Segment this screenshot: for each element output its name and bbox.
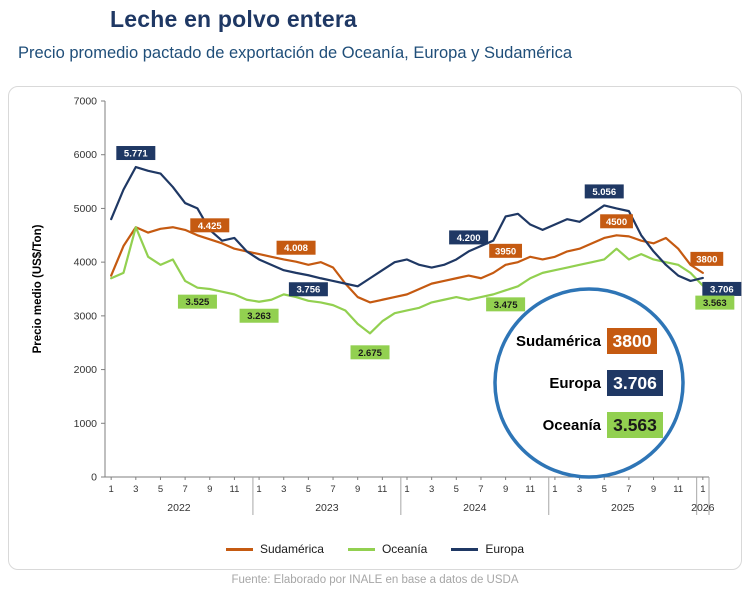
callout-value-box-europa bbox=[607, 370, 663, 396]
data-label-text-oceania: 3.263 bbox=[247, 311, 271, 322]
y-tick-label: 6000 bbox=[74, 149, 98, 161]
data-label-text-oceania: 3.475 bbox=[494, 300, 518, 311]
data-label-text-sudamerica: 3800 bbox=[696, 254, 717, 265]
year-label: 2025 bbox=[611, 502, 635, 514]
data-label-text-sudamerica: 4500 bbox=[606, 217, 627, 228]
callout-value-sudamerica: 3800 bbox=[613, 331, 652, 351]
legend-swatch-sudamerica bbox=[225, 547, 253, 551]
legend-label-oceania: Oceanía bbox=[381, 542, 428, 556]
month-label: 11 bbox=[525, 484, 535, 495]
data-label-box-oceania bbox=[177, 294, 217, 309]
month-label: 3 bbox=[281, 484, 286, 495]
data-label-box-europa bbox=[702, 281, 742, 296]
data-label-text-oceania: 3.563 bbox=[703, 298, 727, 309]
callout-label-europa: Europa bbox=[549, 375, 601, 392]
data-label-text-europa: 3.756 bbox=[296, 285, 320, 296]
month-label: 5 bbox=[602, 484, 607, 495]
legend-swatch-oceania bbox=[347, 547, 375, 551]
month-label: 5 bbox=[454, 484, 459, 495]
year-label: 2023 bbox=[315, 502, 339, 514]
month-label: 7 bbox=[478, 484, 483, 495]
month-label: 9 bbox=[651, 484, 656, 495]
month-label: 9 bbox=[207, 484, 212, 495]
month-label: 1 bbox=[700, 484, 705, 495]
data-label-box-sudamerica bbox=[276, 240, 316, 255]
data-label-box-europa bbox=[584, 184, 624, 199]
callout-label-oceania: Oceanía bbox=[543, 417, 602, 434]
data-label-box-oceania bbox=[695, 295, 735, 310]
data-label-box-sudamerica bbox=[489, 243, 523, 258]
legend-swatch-europa bbox=[451, 547, 479, 551]
data-label-box-europa bbox=[288, 282, 328, 297]
month-label: 7 bbox=[330, 484, 335, 495]
month-label: 7 bbox=[182, 484, 187, 495]
data-label-box-oceania bbox=[486, 297, 526, 312]
data-label-box-sudamerica bbox=[690, 251, 724, 266]
y-tick-label: 1000 bbox=[74, 418, 98, 430]
month-label: 1 bbox=[109, 484, 114, 495]
year-label: 2022 bbox=[167, 502, 191, 514]
data-label-text-europa: 4.200 bbox=[457, 233, 481, 244]
y-tick-label: 2000 bbox=[74, 364, 98, 376]
callout-value-oceania: 3.563 bbox=[613, 415, 657, 435]
chart-panel: 0 1000 2000 3000 4000 5000 6000 7000 Precio medi… bbox=[8, 86, 742, 570]
data-label-text-sudamerica: 4.425 bbox=[198, 221, 222, 232]
y-tick-label: 0 bbox=[91, 472, 97, 484]
month-label: 11 bbox=[229, 484, 239, 495]
data-label-text-europa: 3.706 bbox=[710, 284, 734, 295]
data-label-box-europa bbox=[449, 230, 489, 245]
data-label-box-oceania bbox=[350, 345, 390, 360]
page-subtitle: Precio promedio pactado de exportación d… bbox=[18, 44, 572, 62]
month-label: 7 bbox=[626, 484, 631, 495]
month-label: 1 bbox=[552, 484, 557, 495]
legend-label-europa: Europa bbox=[485, 542, 525, 556]
legend-label-sudamerica: Sudamérica bbox=[259, 542, 324, 556]
month-label: 9 bbox=[503, 484, 508, 495]
callout-value-box-oceania bbox=[607, 412, 663, 438]
source-note: Fuente: Elaborado por INALE en base a da… bbox=[231, 574, 519, 586]
legend-item-oceania: Oceanía bbox=[347, 542, 428, 556]
y-axis-title: Precio medio (US$/Ton) bbox=[32, 224, 44, 353]
callout-label-sudamerica: Sudamérica bbox=[516, 333, 602, 350]
data-label-box-sudamerica bbox=[600, 214, 633, 229]
data-label-text-europa: 5.056 bbox=[592, 187, 616, 198]
month-label: 5 bbox=[306, 484, 311, 495]
month-label: 1 bbox=[404, 484, 409, 495]
callout-value-europa: 3.706 bbox=[613, 373, 657, 393]
month-label: 1 bbox=[256, 484, 261, 495]
data-label-text-europa: 5.771 bbox=[124, 149, 148, 160]
month-label: 11 bbox=[673, 484, 683, 495]
month-label: 11 bbox=[377, 484, 387, 495]
year-label: 2024 bbox=[463, 502, 487, 514]
data-label-text-sudamerica: 4.008 bbox=[284, 243, 308, 254]
month-label: 9 bbox=[355, 484, 360, 495]
legend-item-sudamerica: Sudamérica bbox=[225, 542, 324, 556]
y-tick-label: 3000 bbox=[74, 310, 98, 322]
data-label-box-oceania bbox=[239, 308, 279, 323]
month-label: 3 bbox=[429, 484, 434, 495]
data-label-box-europa bbox=[116, 146, 156, 161]
series-line-sudamerica bbox=[110, 226, 704, 304]
data-label-text-sudamerica: 3950 bbox=[495, 246, 516, 257]
legend-item-europa: Europa bbox=[451, 542, 524, 556]
month-label: 3 bbox=[577, 484, 582, 495]
data-label-text-oceania: 2.675 bbox=[358, 348, 382, 359]
year-label: 2026 bbox=[691, 502, 715, 514]
callout-value-box-sudamerica bbox=[607, 328, 657, 354]
page-title: Leche en polvo entera bbox=[110, 6, 358, 32]
y-tick-label: 7000 bbox=[74, 96, 98, 108]
month-label: 3 bbox=[133, 484, 138, 495]
month-label: 5 bbox=[158, 484, 163, 495]
series-line-oceania bbox=[110, 226, 704, 335]
y-tick-label: 4000 bbox=[74, 257, 98, 269]
chart-legend: Sudamérica Oceanía Europa bbox=[9, 539, 741, 559]
data-label-box-sudamerica bbox=[190, 218, 230, 233]
y-tick-label: 5000 bbox=[74, 203, 98, 215]
data-label-text-oceania: 3.525 bbox=[186, 297, 210, 308]
price-line-chart: 0 1000 2000 3000 4000 5000 6000 7000 Precio medi… bbox=[32, 96, 742, 515]
